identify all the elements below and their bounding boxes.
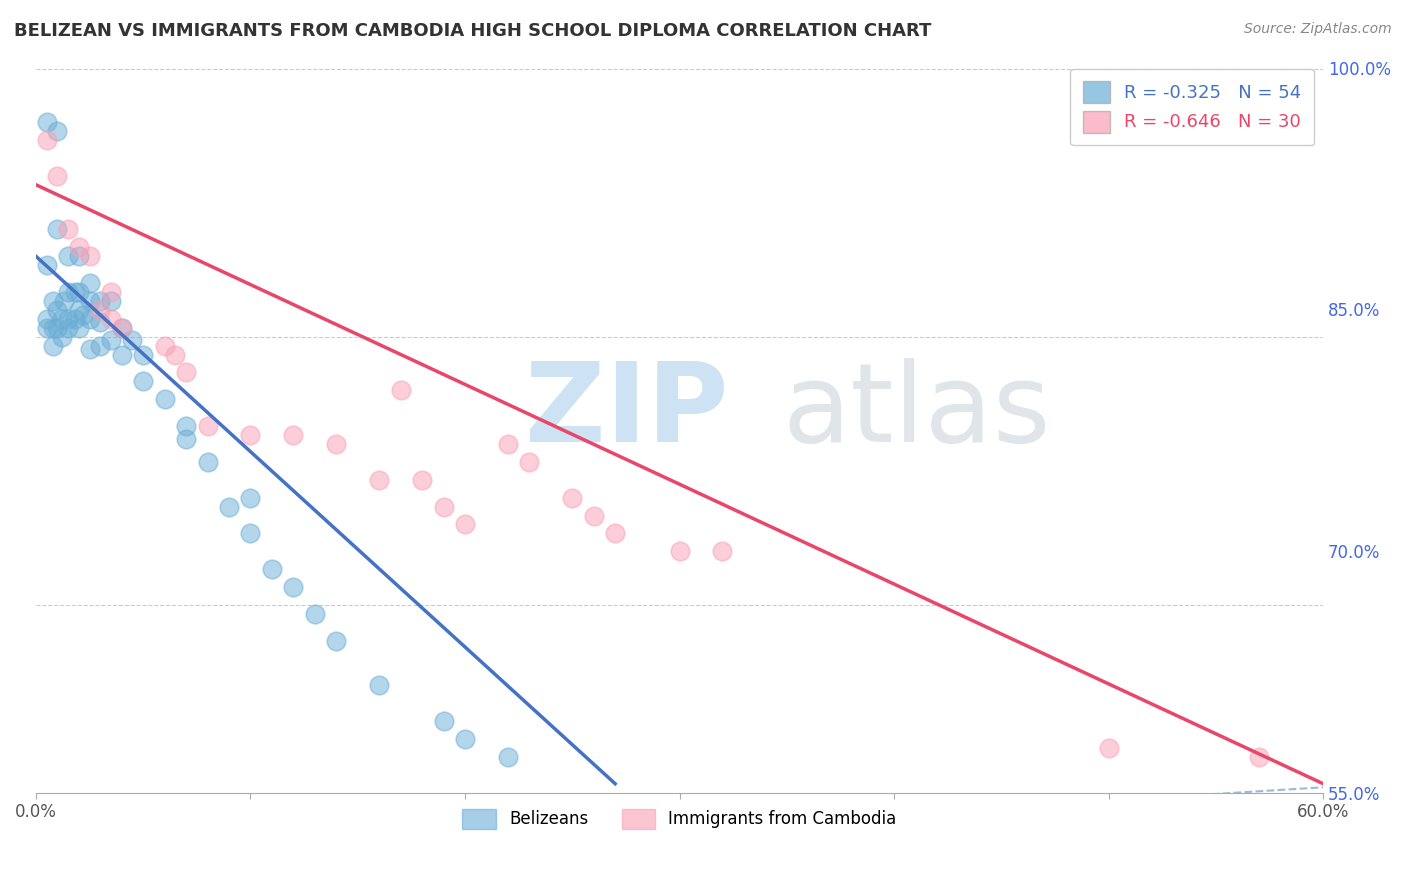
Text: Source: ZipAtlas.com: Source: ZipAtlas.com bbox=[1244, 22, 1392, 37]
Point bbox=[56, 285, 79, 299]
Point bbox=[174, 366, 197, 380]
Point bbox=[100, 311, 122, 326]
Point bbox=[496, 437, 519, 451]
Point bbox=[79, 311, 101, 326]
Text: atlas: atlas bbox=[783, 358, 1052, 465]
Point bbox=[368, 473, 391, 487]
Point bbox=[239, 526, 262, 541]
Point bbox=[454, 517, 477, 532]
Point bbox=[52, 293, 75, 308]
Point bbox=[35, 133, 58, 147]
Point bbox=[51, 311, 73, 326]
Point bbox=[46, 320, 69, 334]
Point bbox=[304, 607, 326, 621]
Point bbox=[42, 320, 65, 334]
Point bbox=[67, 302, 90, 317]
Point bbox=[111, 320, 134, 334]
Point bbox=[325, 437, 347, 451]
Point bbox=[100, 285, 122, 299]
Point bbox=[432, 500, 454, 514]
Point bbox=[56, 249, 79, 263]
Point bbox=[165, 348, 187, 362]
Point bbox=[89, 293, 111, 308]
Legend: Belizeans, Immigrants from Cambodia: Belizeans, Immigrants from Cambodia bbox=[456, 802, 903, 836]
Point bbox=[239, 491, 262, 505]
Point bbox=[72, 308, 94, 322]
Point bbox=[283, 580, 305, 594]
Text: ZIP: ZIP bbox=[524, 358, 728, 465]
Point bbox=[325, 633, 347, 648]
Point bbox=[239, 428, 262, 442]
Point bbox=[67, 249, 90, 263]
Point bbox=[153, 392, 176, 407]
Point bbox=[496, 750, 519, 764]
Point bbox=[89, 315, 111, 329]
Point bbox=[1097, 741, 1119, 756]
Point bbox=[56, 311, 79, 326]
Point bbox=[51, 330, 73, 344]
Point bbox=[389, 384, 412, 398]
Point bbox=[35, 115, 58, 129]
Point bbox=[79, 276, 101, 290]
Point bbox=[67, 240, 90, 254]
Point bbox=[368, 678, 391, 692]
Point bbox=[67, 320, 90, 334]
Point bbox=[67, 285, 90, 299]
Point bbox=[42, 339, 65, 353]
Text: BELIZEAN VS IMMIGRANTS FROM CAMBODIA HIGH SCHOOL DIPLOMA CORRELATION CHART: BELIZEAN VS IMMIGRANTS FROM CAMBODIA HIG… bbox=[14, 22, 931, 40]
Point bbox=[582, 508, 605, 523]
Point bbox=[197, 455, 219, 469]
Point bbox=[283, 428, 305, 442]
Point bbox=[174, 432, 197, 446]
Point bbox=[132, 348, 155, 362]
Point bbox=[218, 500, 240, 514]
Point bbox=[174, 419, 197, 434]
Point bbox=[454, 731, 477, 746]
Point bbox=[260, 562, 283, 576]
Point bbox=[35, 311, 58, 326]
Point bbox=[121, 334, 143, 348]
Point bbox=[56, 320, 79, 334]
Point bbox=[197, 419, 219, 434]
Point bbox=[605, 526, 627, 541]
Point bbox=[35, 258, 58, 272]
Point bbox=[561, 491, 583, 505]
Point bbox=[711, 544, 734, 558]
Point bbox=[63, 285, 86, 299]
Point bbox=[79, 293, 101, 308]
Point bbox=[56, 222, 79, 236]
Point bbox=[132, 375, 155, 389]
Point bbox=[79, 343, 101, 357]
Point bbox=[100, 334, 122, 348]
Point bbox=[79, 249, 101, 263]
Point bbox=[42, 293, 65, 308]
Point bbox=[111, 348, 134, 362]
Point bbox=[46, 222, 69, 236]
Point bbox=[100, 293, 122, 308]
Point bbox=[1247, 750, 1270, 764]
Point bbox=[89, 302, 111, 317]
Point bbox=[153, 339, 176, 353]
Point bbox=[89, 339, 111, 353]
Point bbox=[432, 714, 454, 728]
Point bbox=[46, 169, 69, 183]
Point bbox=[519, 455, 541, 469]
Point bbox=[111, 320, 134, 334]
Point bbox=[668, 544, 690, 558]
Point bbox=[63, 311, 86, 326]
Point bbox=[46, 124, 69, 138]
Point bbox=[35, 320, 58, 334]
Point bbox=[46, 302, 69, 317]
Point bbox=[411, 473, 433, 487]
